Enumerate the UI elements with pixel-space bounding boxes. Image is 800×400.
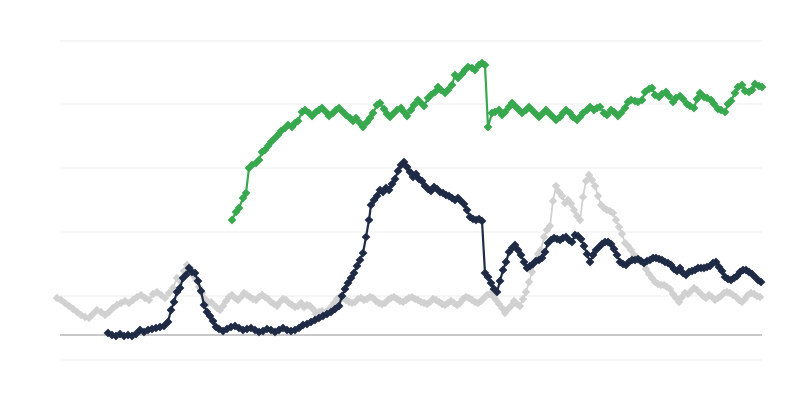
gridlines (60, 40, 762, 361)
gray-series-markers (52, 170, 765, 323)
green-series-markers (227, 58, 767, 225)
series-navy-series (103, 157, 766, 341)
green-series-line (230, 61, 764, 222)
navy-series-markers (103, 157, 766, 341)
series-gray-series (52, 170, 765, 323)
series-green-series (227, 58, 767, 225)
